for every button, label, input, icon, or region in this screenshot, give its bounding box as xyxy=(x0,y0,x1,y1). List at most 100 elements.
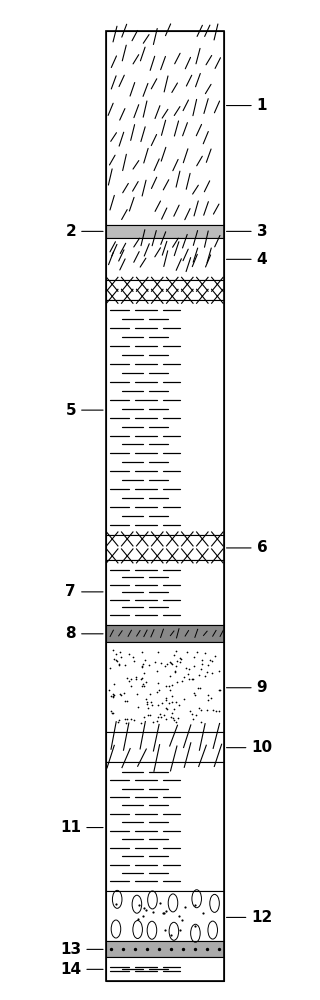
Point xyxy=(108,703,113,719)
Point xyxy=(208,690,213,706)
Point xyxy=(157,706,163,722)
Point xyxy=(177,654,182,670)
Point xyxy=(182,669,187,685)
Point xyxy=(127,673,132,689)
Text: 5: 5 xyxy=(66,403,103,418)
Point xyxy=(156,709,161,725)
Point xyxy=(173,643,178,659)
Point xyxy=(109,705,115,721)
Point xyxy=(187,671,192,687)
Point xyxy=(216,682,221,698)
Text: 1: 1 xyxy=(227,98,267,113)
Point xyxy=(128,711,133,727)
Point xyxy=(162,707,167,723)
Point xyxy=(193,897,198,913)
Point xyxy=(106,682,111,698)
Point xyxy=(150,714,155,730)
Point xyxy=(134,686,139,702)
Point xyxy=(143,902,148,918)
Point xyxy=(204,941,210,957)
Point xyxy=(212,648,218,664)
Point xyxy=(146,657,151,673)
Point xyxy=(164,700,169,716)
Text: 12: 12 xyxy=(227,910,273,925)
Point xyxy=(199,656,204,672)
Point xyxy=(134,671,139,687)
Point xyxy=(168,654,173,670)
Point xyxy=(187,661,192,677)
Bar xyxy=(106,762,224,891)
Point xyxy=(155,663,160,679)
Point xyxy=(111,686,116,702)
Point xyxy=(164,711,169,727)
Point xyxy=(139,671,144,687)
Point xyxy=(210,702,215,718)
Point xyxy=(184,644,189,660)
Point xyxy=(198,714,203,730)
Point xyxy=(179,912,184,928)
Point xyxy=(116,657,121,673)
Bar xyxy=(106,957,224,981)
Point xyxy=(161,905,166,921)
Point xyxy=(210,665,215,681)
Point xyxy=(166,695,171,711)
Point xyxy=(164,903,169,919)
Point xyxy=(179,651,184,667)
Point xyxy=(180,941,185,957)
Point xyxy=(109,688,114,704)
Point xyxy=(208,652,213,668)
Text: 2: 2 xyxy=(65,224,103,239)
Point xyxy=(198,661,203,677)
Bar xyxy=(106,535,224,560)
Point xyxy=(199,652,204,668)
Text: 11: 11 xyxy=(60,820,103,835)
Point xyxy=(108,941,113,957)
Point xyxy=(108,660,113,676)
Point xyxy=(205,657,210,673)
Point xyxy=(113,896,118,912)
Point xyxy=(169,677,174,693)
Point xyxy=(175,653,180,669)
Point xyxy=(124,711,130,727)
Point xyxy=(175,710,180,726)
Point xyxy=(176,697,181,713)
Point xyxy=(118,649,123,665)
Point xyxy=(125,670,130,686)
Point xyxy=(159,695,164,711)
Point xyxy=(173,658,179,674)
Point xyxy=(122,685,127,701)
Point xyxy=(156,941,161,957)
Point xyxy=(118,644,123,660)
Point xyxy=(140,656,145,672)
Point xyxy=(216,941,221,957)
Point xyxy=(168,941,173,957)
Point xyxy=(194,644,199,660)
Point xyxy=(182,899,188,915)
Point xyxy=(170,694,175,710)
Text: 10: 10 xyxy=(227,740,273,755)
Point xyxy=(187,703,192,719)
Point xyxy=(142,652,148,668)
Point xyxy=(191,711,196,727)
Point xyxy=(157,682,162,698)
Point xyxy=(135,699,140,715)
Point xyxy=(142,900,147,916)
Point xyxy=(154,684,159,700)
Point xyxy=(132,712,137,728)
Point xyxy=(139,644,144,660)
Point xyxy=(163,690,168,706)
Point xyxy=(118,686,123,702)
Point xyxy=(111,651,116,667)
Bar xyxy=(106,941,224,957)
Point xyxy=(139,678,144,694)
Text: 6: 6 xyxy=(227,540,267,555)
Point xyxy=(178,650,183,666)
Point xyxy=(113,646,118,662)
Point xyxy=(142,709,147,725)
Bar xyxy=(106,280,224,300)
Point xyxy=(110,688,116,704)
Point xyxy=(162,658,167,674)
Point xyxy=(128,678,133,694)
Point xyxy=(197,680,203,696)
Point xyxy=(136,897,141,913)
